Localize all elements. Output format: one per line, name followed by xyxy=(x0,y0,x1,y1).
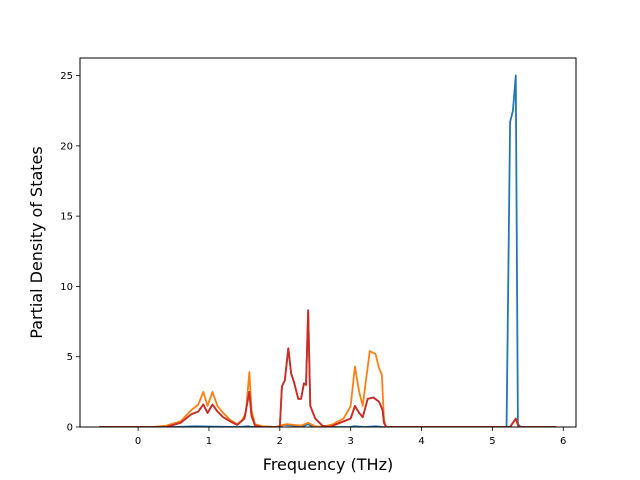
y-tick-label: 10 xyxy=(60,282,73,293)
x-axis-label: Frequency (THz) xyxy=(263,455,393,474)
y-axis-label: Partial Density of States xyxy=(27,146,46,338)
y-tick-label: 25 xyxy=(60,71,73,82)
x-tick-label: 4 xyxy=(418,436,424,447)
series-line-2 xyxy=(99,350,557,427)
y-tick-label: 20 xyxy=(60,141,73,152)
x-tick-label: 1 xyxy=(206,436,212,447)
series-line-4 xyxy=(99,309,557,427)
plot-frame xyxy=(79,57,577,428)
x-tick-label: 0 xyxy=(135,436,141,447)
x-tick-label: 2 xyxy=(277,436,283,447)
x-axis-ticks: 0 1 2 3 4 5 6 xyxy=(135,427,566,447)
y-tick-label: 15 xyxy=(60,212,73,223)
x-tick-label: 6 xyxy=(560,436,566,447)
y-tick-label: 0 xyxy=(67,423,73,434)
x-tick-label: 3 xyxy=(347,436,353,447)
y-axis-ticks: 0 5 10 15 20 25 xyxy=(60,71,80,434)
y-tick-label: 5 xyxy=(67,352,73,363)
x-tick-label: 5 xyxy=(489,436,495,447)
